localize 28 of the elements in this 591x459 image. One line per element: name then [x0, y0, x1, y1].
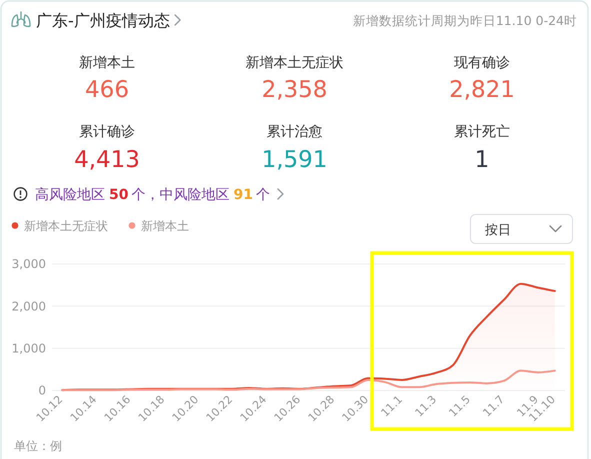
category-label: 新增本土无症状 — [246, 55, 344, 71]
y-tick-label: 0 — [38, 384, 46, 398]
text: 广东-广州疫情动态 — [36, 11, 170, 30]
category-label: 累计死亡 — [454, 124, 510, 140]
category-label: 累计治愈 — [266, 124, 322, 140]
text: 4,413 — [74, 147, 140, 173]
text: 个 — [256, 187, 270, 203]
legend-label: 新增本土 — [141, 219, 189, 233]
text: 1,591 — [262, 147, 328, 173]
text: 按日 — [485, 223, 511, 238]
category-label: 新增本土 — [79, 55, 135, 71]
y-tick-label: 2,000 — [12, 299, 46, 314]
category-label: 现有确诊 — [454, 55, 510, 71]
line-series — [61, 370, 556, 392]
text: 466 — [85, 77, 129, 103]
text: 高风险地区 — [35, 187, 105, 203]
category-label: 累计确诊 — [79, 124, 135, 140]
text: 2,358 — [262, 77, 328, 103]
y-tick-label: 3,000 — [12, 257, 46, 272]
text: 2,821 — [449, 77, 515, 103]
y-axis-title: 单位：例 — [14, 439, 62, 453]
text: 个，中风险地区 — [131, 187, 230, 203]
text: 1 — [474, 147, 490, 173]
text: 50 — [109, 187, 129, 203]
y-tick-label: 1,000 — [12, 342, 46, 356]
text: 91 — [233, 187, 253, 203]
text: 新增数据统计周期为昨日11.10 0-24时 — [352, 13, 577, 28]
legend-label: 新增本土无症状 — [24, 219, 108, 233]
